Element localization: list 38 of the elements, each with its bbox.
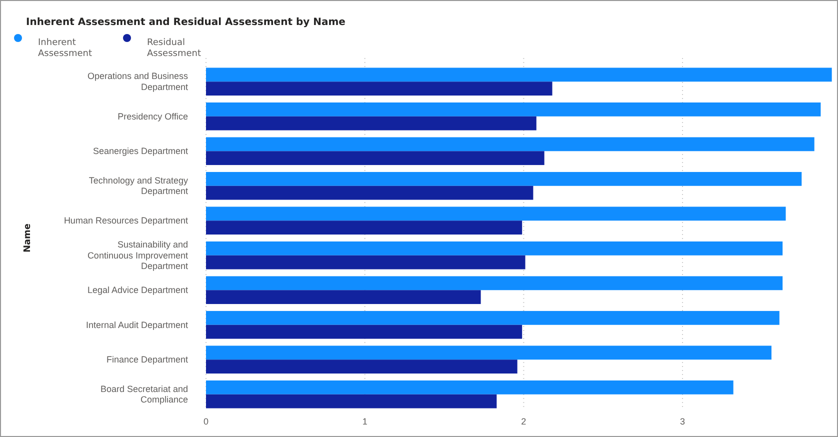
y-tick-label: Finance Department: [106, 354, 188, 364]
bar: [206, 151, 544, 166]
bar: [206, 206, 786, 221]
y-tick-label: Seanergies Department: [92, 146, 188, 156]
chart-title: Inherent Assessment and Residual Assessment by Name: [26, 17, 346, 28]
y-tick-label: Sustainability and Continuous Improvement Department: [87, 239, 188, 272]
bar: [206, 102, 821, 116]
y-tick-label: Presidency Office: [118, 111, 188, 122]
y-tick-label: Internal Audit Department: [86, 320, 188, 330]
y-tick-label: Human Resources Department: [64, 216, 188, 226]
y-tick-label: Legal Advice Department: [87, 285, 188, 295]
bar: [206, 68, 832, 82]
bar: [206, 82, 552, 96]
legend-label: Residual Assessment: [147, 38, 202, 59]
bar: [206, 360, 518, 374]
y-tick-label: Board Secretariat and Compliance: [100, 384, 188, 405]
bar: [206, 394, 497, 408]
x-tick-label: 0: [203, 416, 209, 426]
x-tick-label: 1: [362, 416, 368, 426]
bar: [206, 276, 783, 290]
bar: [206, 255, 526, 270]
bar: [206, 346, 772, 360]
y-tick-label: Technology and Strategy Department: [88, 175, 188, 196]
bar: [206, 324, 522, 339]
x-tick-label: 2: [521, 416, 526, 426]
y-tick-label: Operations and Business Department: [87, 71, 188, 92]
bar: [206, 380, 734, 394]
bar: [206, 137, 814, 152]
bar: [206, 186, 534, 200]
bar: [206, 310, 780, 325]
bar: [206, 290, 481, 304]
bar: [206, 172, 802, 186]
bar: [206, 241, 783, 256]
x-tick-label: 3: [680, 416, 686, 426]
bar: [206, 116, 536, 130]
legend-label: Inherent Assessment: [38, 38, 92, 59]
bar: [206, 220, 522, 235]
y-axis-title: Name: [23, 223, 33, 253]
